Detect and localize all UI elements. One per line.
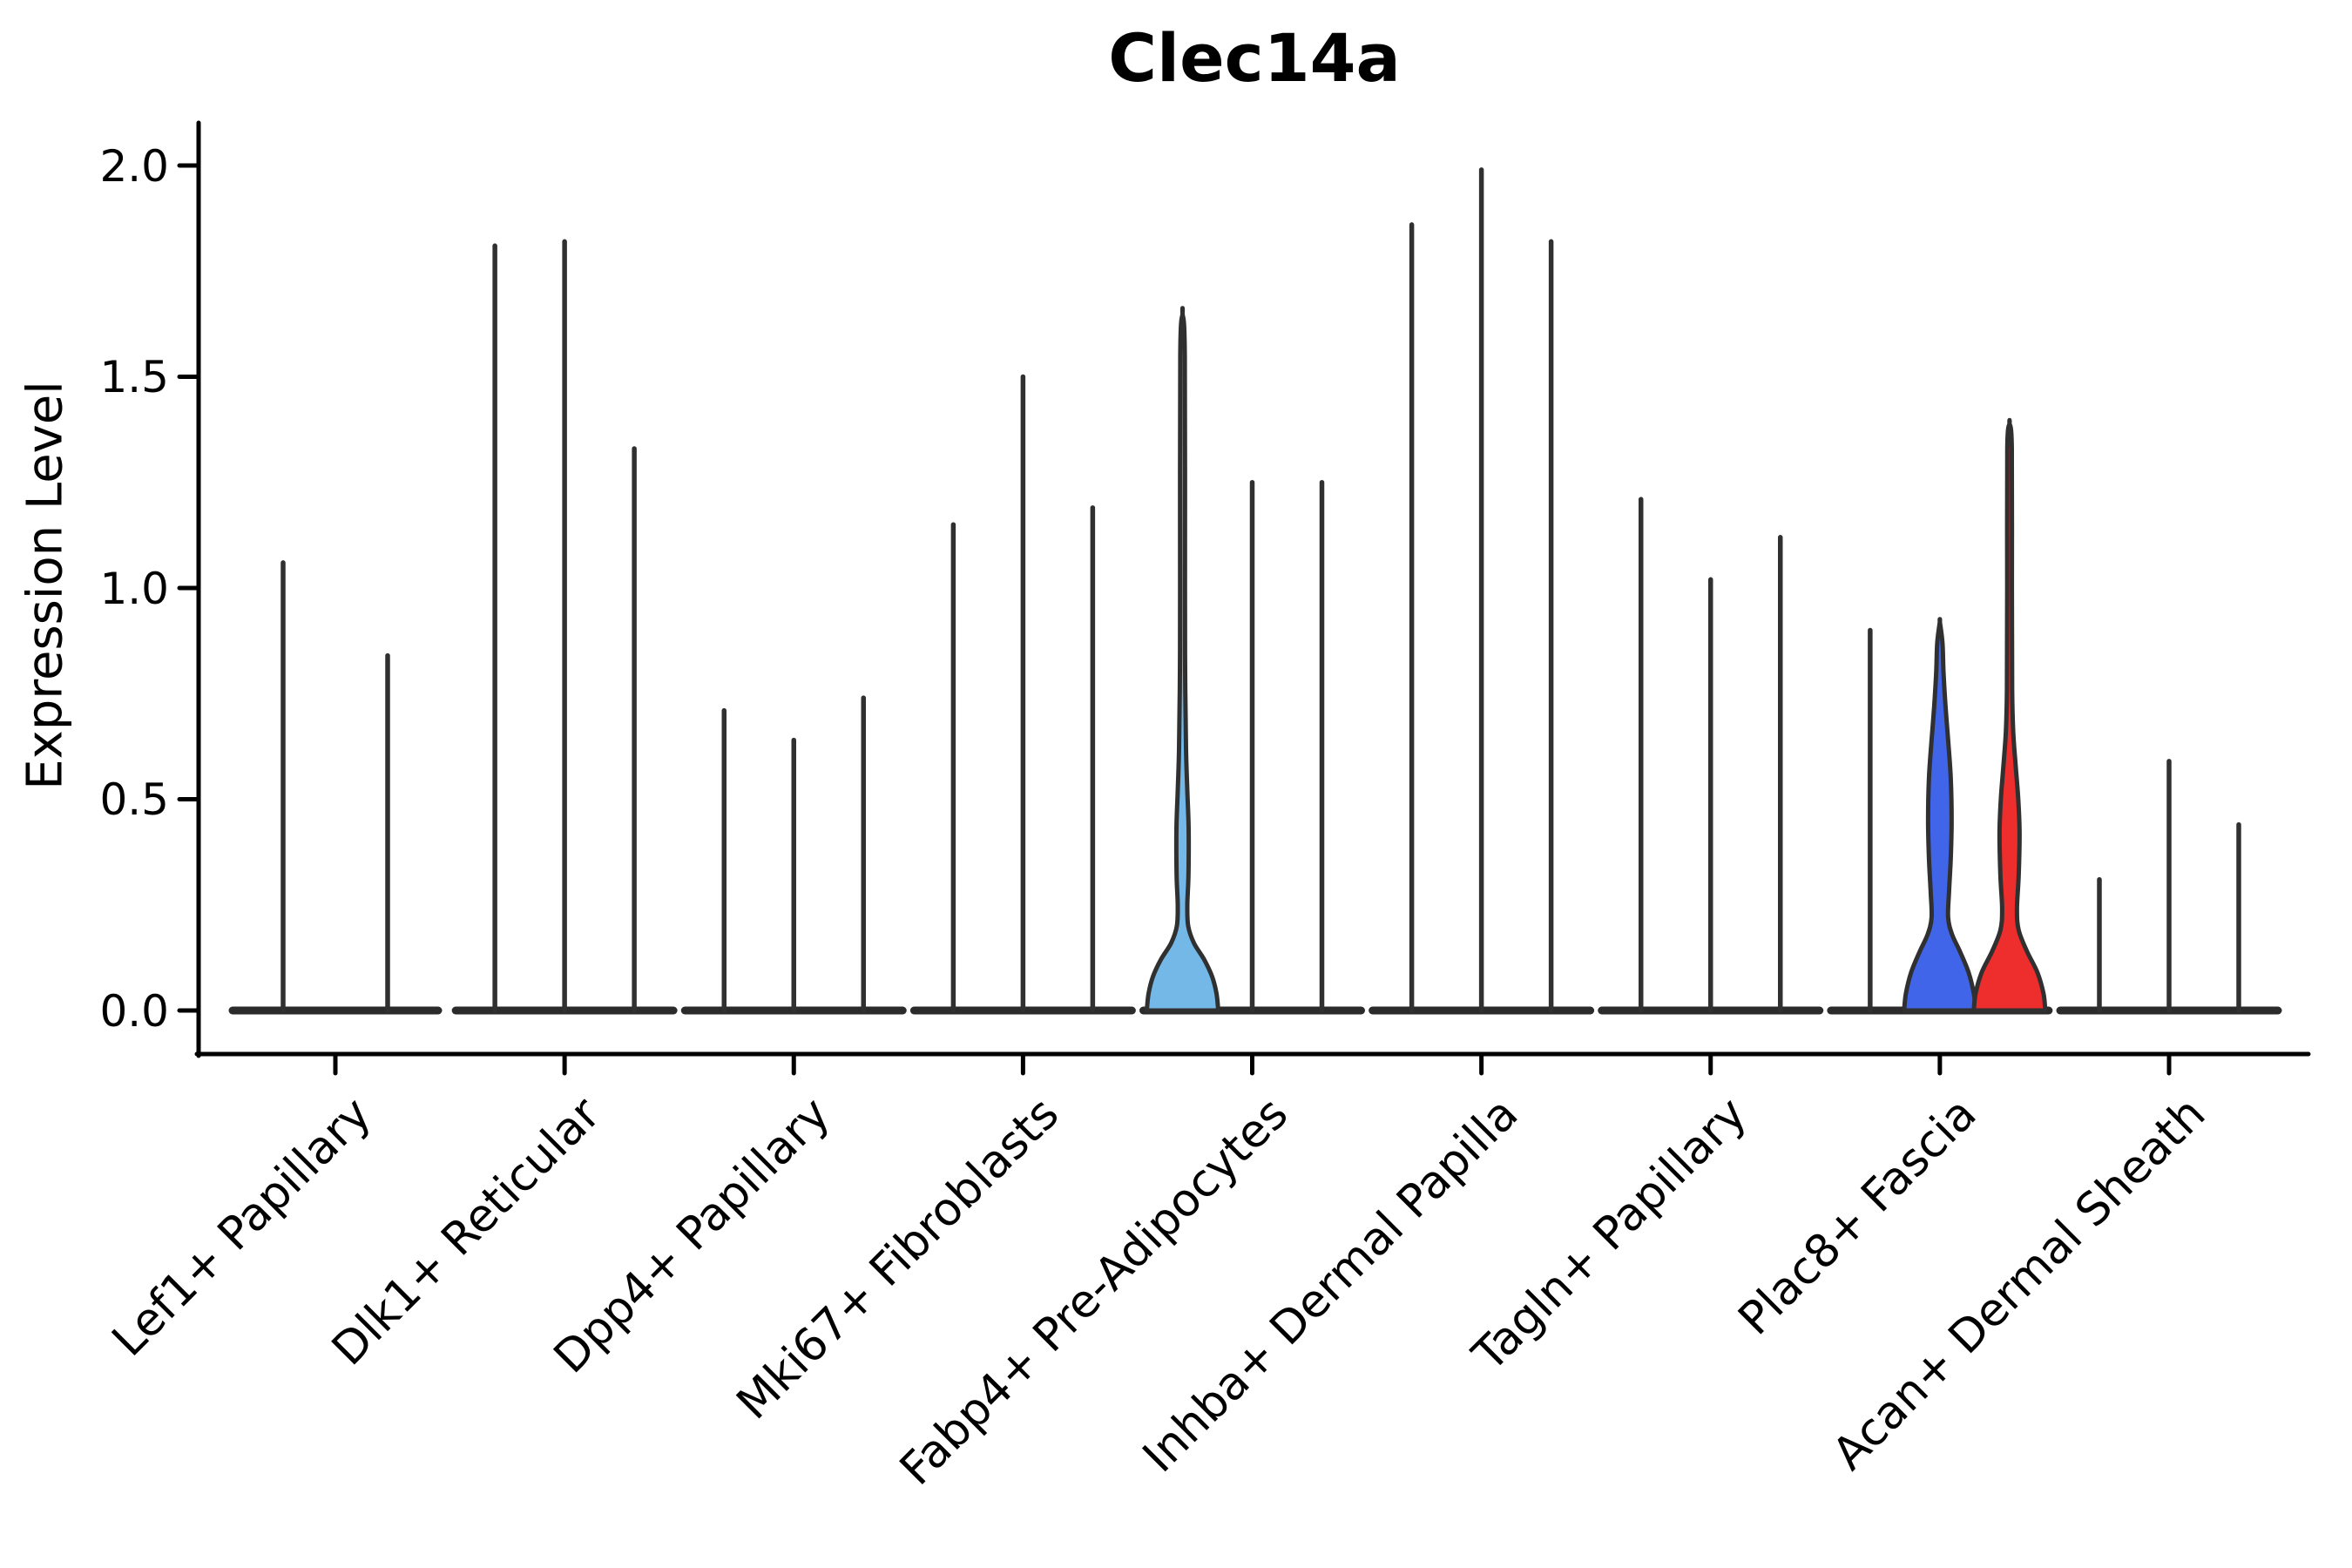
y-tick-label: 1.0 <box>99 564 169 614</box>
violin-body <box>1971 417 2048 1013</box>
violin-body <box>1145 306 1220 1013</box>
y-tick-label: 0.0 <box>99 986 169 1037</box>
y-tick-label: 0.5 <box>99 774 169 825</box>
chart-title: Clec14a <box>1108 19 1401 97</box>
y-tick-label: 2.0 <box>99 141 169 192</box>
violin-body <box>1902 617 1978 1013</box>
y-tick-label: 1.5 <box>99 352 169 402</box>
